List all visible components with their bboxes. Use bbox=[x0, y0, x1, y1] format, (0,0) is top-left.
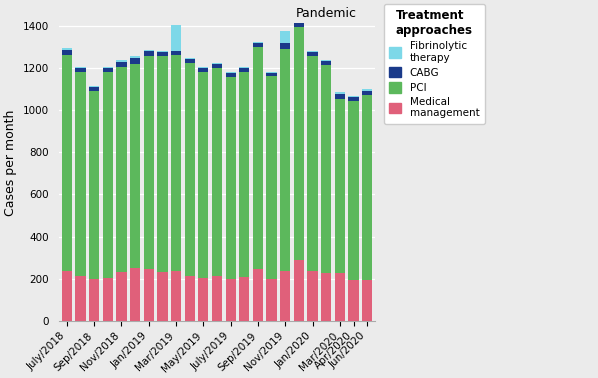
Bar bbox=[75, 67, 86, 68]
Bar bbox=[144, 269, 154, 321]
Bar bbox=[280, 49, 291, 271]
Bar bbox=[307, 56, 318, 271]
Bar bbox=[62, 50, 72, 55]
Bar bbox=[362, 89, 373, 91]
Bar bbox=[212, 64, 222, 68]
Bar bbox=[171, 271, 181, 321]
Bar bbox=[239, 68, 249, 72]
Bar bbox=[157, 51, 167, 52]
Bar bbox=[267, 73, 277, 76]
Text: Pandemic: Pandemic bbox=[296, 6, 357, 20]
Bar bbox=[362, 280, 373, 321]
Bar bbox=[117, 272, 127, 321]
Bar bbox=[280, 43, 291, 49]
Bar bbox=[253, 47, 263, 269]
Bar bbox=[157, 52, 167, 56]
Bar bbox=[144, 51, 154, 56]
Bar bbox=[335, 92, 345, 94]
Bar bbox=[103, 68, 113, 72]
Bar bbox=[144, 56, 154, 269]
Bar bbox=[103, 67, 113, 68]
Bar bbox=[62, 271, 72, 321]
Bar bbox=[185, 59, 195, 63]
Bar bbox=[117, 60, 127, 62]
Bar bbox=[239, 277, 249, 321]
Bar bbox=[103, 72, 113, 277]
Bar bbox=[335, 94, 345, 99]
Bar bbox=[321, 65, 331, 273]
Bar bbox=[307, 51, 318, 52]
Bar bbox=[349, 280, 359, 321]
Bar bbox=[199, 277, 209, 321]
Bar bbox=[321, 60, 331, 61]
Bar bbox=[171, 51, 181, 55]
Bar bbox=[185, 276, 195, 321]
Bar bbox=[294, 27, 304, 260]
Bar bbox=[185, 58, 195, 59]
Bar bbox=[117, 62, 127, 67]
Bar bbox=[253, 269, 263, 321]
Bar bbox=[212, 276, 222, 321]
Bar bbox=[130, 268, 141, 321]
Bar bbox=[75, 72, 86, 276]
Legend: Fibrinolytic
therapy, CABG, PCI, Medical
management: Fibrinolytic therapy, CABG, PCI, Medical… bbox=[384, 4, 485, 124]
Bar bbox=[89, 91, 99, 279]
Bar bbox=[62, 48, 72, 50]
Bar bbox=[130, 64, 141, 268]
Bar bbox=[157, 272, 167, 321]
Bar bbox=[225, 72, 236, 73]
Bar bbox=[280, 271, 291, 321]
Bar bbox=[89, 86, 99, 87]
Bar bbox=[199, 68, 209, 72]
Bar bbox=[62, 55, 72, 271]
Bar bbox=[362, 95, 373, 280]
Bar bbox=[171, 55, 181, 271]
Bar bbox=[294, 260, 304, 321]
Bar bbox=[253, 43, 263, 47]
Bar bbox=[225, 279, 236, 321]
Bar bbox=[335, 273, 345, 321]
Bar bbox=[253, 42, 263, 43]
Bar bbox=[239, 72, 249, 277]
Bar bbox=[171, 25, 181, 51]
Bar bbox=[75, 68, 86, 72]
Bar bbox=[239, 67, 249, 68]
Bar bbox=[307, 52, 318, 56]
Bar bbox=[362, 91, 373, 95]
Bar bbox=[89, 87, 99, 91]
Bar bbox=[185, 63, 195, 276]
Bar bbox=[349, 96, 359, 97]
Bar bbox=[267, 279, 277, 321]
Bar bbox=[225, 73, 236, 77]
Bar bbox=[267, 71, 277, 73]
Bar bbox=[212, 68, 222, 276]
Bar bbox=[144, 50, 154, 51]
Bar bbox=[212, 63, 222, 64]
Bar bbox=[89, 279, 99, 321]
Bar bbox=[321, 61, 331, 65]
Bar bbox=[307, 271, 318, 321]
Bar bbox=[117, 67, 127, 272]
Bar bbox=[349, 101, 359, 280]
Bar bbox=[103, 277, 113, 321]
Bar bbox=[75, 276, 86, 321]
Bar bbox=[130, 56, 141, 58]
Bar bbox=[335, 99, 345, 273]
Bar bbox=[225, 77, 236, 279]
Bar bbox=[157, 56, 167, 272]
Bar bbox=[199, 67, 209, 68]
Bar bbox=[321, 273, 331, 321]
Bar bbox=[130, 58, 141, 64]
Bar bbox=[267, 76, 277, 279]
Bar bbox=[349, 97, 359, 101]
Bar bbox=[280, 31, 291, 43]
Y-axis label: Cases per month: Cases per month bbox=[4, 110, 17, 216]
Bar bbox=[294, 14, 304, 16]
Bar bbox=[199, 72, 209, 277]
Bar bbox=[294, 16, 304, 27]
